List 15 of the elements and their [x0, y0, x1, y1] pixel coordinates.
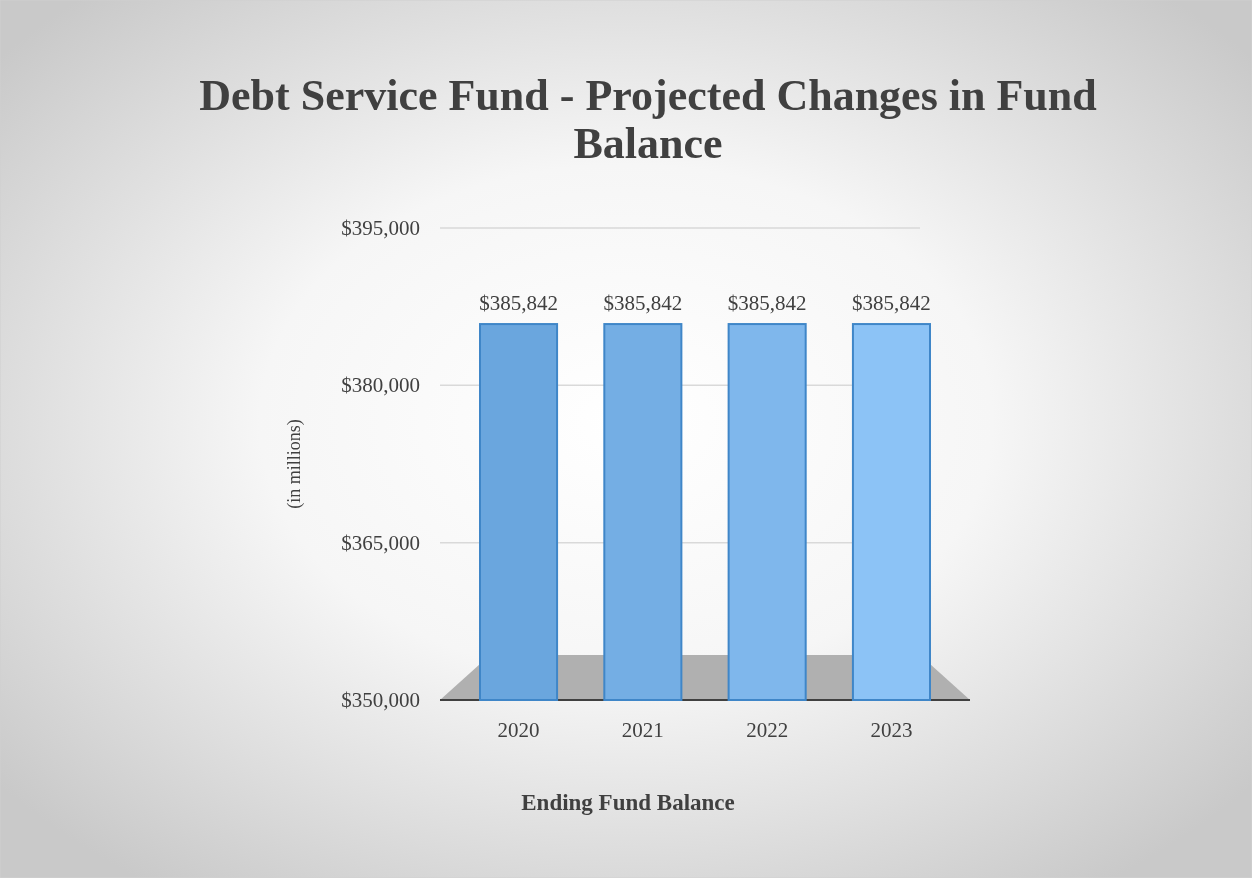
data-label: $385,842 — [852, 291, 931, 316]
data-label: $385,842 — [727, 291, 807, 316]
y-tick-label: $350,000 — [341, 688, 420, 712]
x-tick-label: 2023 — [870, 718, 913, 742]
x-tick-label: 2022 — [746, 718, 789, 742]
x-axis-title: Ending Fund Balance — [521, 790, 735, 815]
y-tick-label: $365,000 — [341, 530, 420, 555]
data-label: $385,842 — [603, 291, 683, 316]
chart-title: Debt Service Fund - Projected Changes in Fund Balance — [199, 71, 1097, 168]
x-tick-label: 2020 — [497, 718, 540, 742]
y-axis-title: (in millions) — [284, 419, 305, 509]
data-label: $385,842 — [479, 291, 558, 316]
y-tick-label: $395,000 — [341, 216, 420, 240]
x-tick-label: 2021 — [621, 718, 664, 742]
y-tick-label: $380,000 — [341, 373, 420, 398]
